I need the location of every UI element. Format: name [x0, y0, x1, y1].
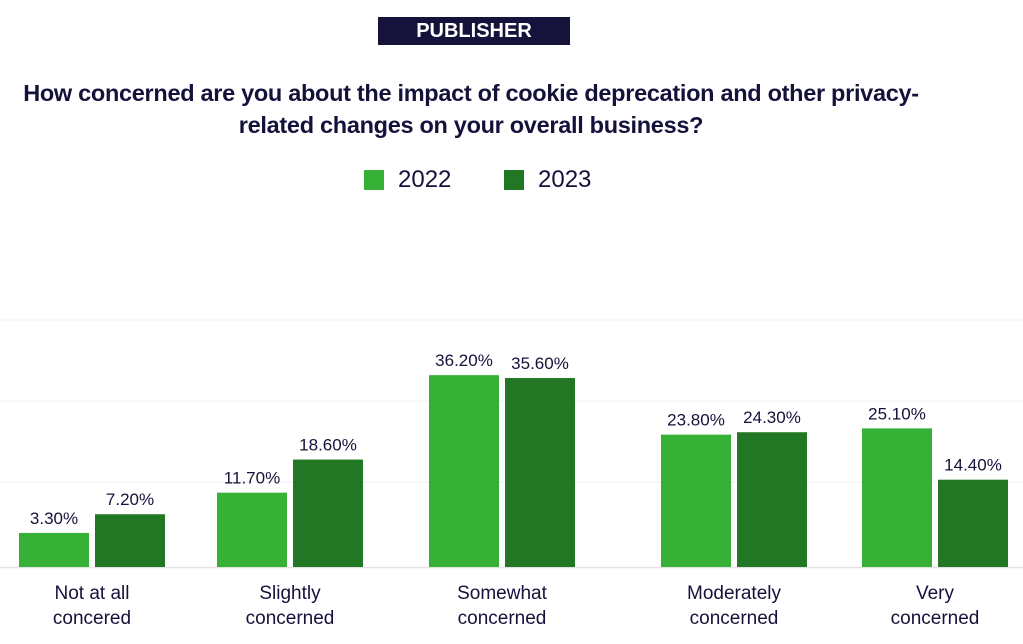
legend-label-2023: 2023: [538, 166, 592, 193]
chart-title: How concerned are you about the impact o…: [23, 80, 919, 138]
data-label: 18.60%: [299, 436, 357, 455]
x-tick-label: Moderately: [687, 583, 781, 604]
legend-item-2023: 2023: [504, 166, 591, 194]
x-tick-label: concerned: [891, 608, 980, 629]
data-label: 24.30%: [743, 408, 801, 427]
data-label: 11.70%: [224, 469, 280, 488]
bar-2023-2: [505, 378, 575, 567]
data-label: 35.60%: [511, 354, 569, 373]
bar-2022-2: [429, 375, 499, 567]
legend-swatch-2022: [364, 170, 384, 190]
x-tick-label: Slightly: [259, 583, 321, 604]
x-tick-label: concerned: [690, 608, 779, 629]
bar-2022-3: [661, 434, 731, 567]
data-label: 7.20%: [106, 490, 154, 509]
bar-2022-4: [862, 428, 932, 567]
legend: 2022 2023: [0, 166, 1023, 194]
legend-label-2022: 2022: [398, 166, 452, 193]
data-label: 25.10%: [868, 404, 926, 423]
x-tick-label: concered: [53, 608, 131, 629]
data-label: 14.40%: [944, 456, 1002, 475]
data-label: 3.30%: [30, 509, 78, 528]
bar-2023-3: [737, 432, 807, 567]
bar-2023-0: [95, 514, 165, 567]
x-tick-label: Somewhat: [457, 583, 547, 604]
bar-2022-0: [19, 532, 89, 567]
bar-2023-1: [293, 459, 363, 567]
x-tick-label: concerned: [246, 608, 335, 629]
legend-swatch-2023: [504, 170, 524, 190]
bar-2023-4: [938, 479, 1008, 567]
x-tick-label: Not at all: [55, 583, 130, 604]
data-label: 36.20%: [435, 351, 493, 370]
data-label: 23.80%: [667, 411, 725, 430]
publisher-badge: PUBLISHER: [378, 17, 570, 45]
legend-item-2022: 2022: [364, 166, 451, 194]
bar-2022-1: [217, 492, 287, 567]
x-tick-label: concerned: [458, 608, 547, 629]
x-tick-label: Very: [916, 583, 955, 604]
